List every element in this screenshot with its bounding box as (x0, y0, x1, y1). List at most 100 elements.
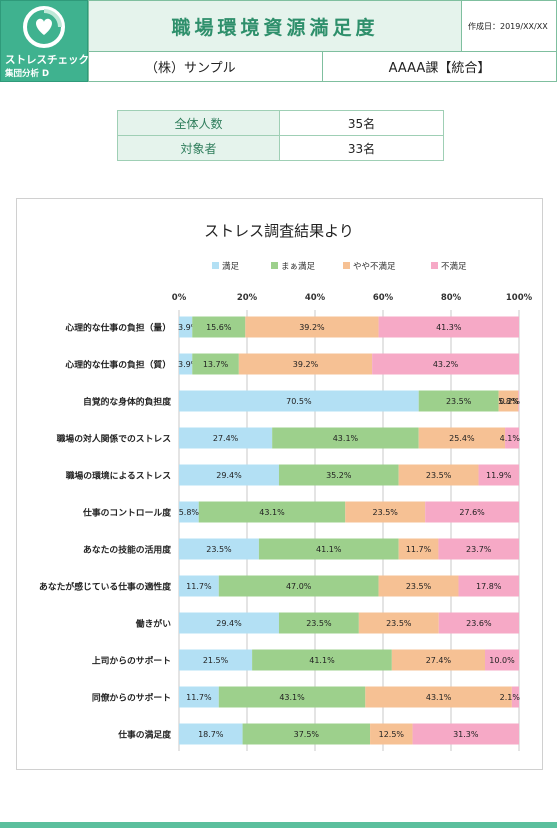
bar-segment (198, 501, 346, 523)
bar-segment (398, 464, 479, 486)
data-label: 23.5% (446, 397, 472, 406)
legend-label: 満足 (222, 262, 240, 272)
data-label: 31.3% (453, 730, 479, 739)
x-tick-label: 60% (373, 293, 394, 303)
report-header: ストレスチェック 集団分析 D 職場環境資源満足度 作成日：2019/XX/XX… (0, 0, 557, 82)
x-tick-label: 20% (237, 293, 258, 303)
bar-segment (370, 723, 413, 745)
bar-segment (192, 353, 239, 375)
chart-panel: ストレス調査結果より満足 まぁ満足 やや不満足 不満足 0% 20% 40% 60% 80% 10… (16, 198, 543, 770)
x-tick-label: 80% (441, 293, 462, 303)
bar-segment (438, 538, 519, 560)
data-label: 27.4% (426, 656, 452, 665)
x-tick-label: 40% (305, 293, 326, 303)
bar-segment (358, 612, 439, 634)
data-label: 23.7% (466, 545, 492, 554)
bar-segment (179, 538, 259, 560)
data-label: 39.2% (293, 360, 319, 369)
legend-label: 不満足 (441, 262, 467, 272)
logo: ストレスチェック 集団分析 D (0, 0, 89, 82)
data-label: 39.2% (299, 323, 325, 332)
department-name: AAAA課【統合】 (323, 52, 557, 82)
bar-segment (372, 353, 519, 375)
data-label: 41.1% (309, 656, 335, 665)
data-label: 11.7% (406, 545, 432, 554)
data-label: 23.5% (372, 508, 398, 517)
data-label: 25.4% (449, 434, 475, 443)
y-category-label: あなたが感じている仕事の適性度 (39, 581, 171, 593)
bar-segment (365, 686, 512, 708)
bar-segment (505, 427, 519, 449)
legend-label: まぁ満足 (281, 262, 316, 272)
bar-segment (418, 427, 506, 449)
logo-name: ストレスチェック (5, 54, 89, 66)
data-label: 11.7% (186, 693, 212, 702)
data-label: 37.5% (294, 730, 320, 739)
bar-segment (245, 316, 379, 338)
bar-segment (378, 316, 519, 338)
page-title-cell: 職場環境資源満足度 (88, 0, 462, 52)
page-title: 職場環境資源満足度 (171, 16, 379, 39)
data-label: 4.1% (500, 434, 521, 443)
data-label: 23.5% (406, 582, 432, 591)
bar-segment (218, 575, 379, 597)
data-label: 21.5% (203, 656, 229, 665)
target-count-value: 33名 (279, 135, 444, 161)
data-label: 5.8% (179, 508, 200, 517)
data-label: 27.4% (213, 434, 239, 443)
total-count-value: 35名 (279, 110, 444, 136)
bar-segment (345, 501, 426, 523)
bar-segment (478, 464, 519, 486)
y-category-label: あなたの技能の活用度 (83, 544, 171, 556)
bar-segment (272, 427, 419, 449)
data-label: 0.2% (500, 397, 521, 406)
heart-logo-icon (23, 6, 65, 48)
data-label: 10.0% (489, 656, 515, 665)
bar-segment (179, 723, 243, 745)
x-tick-label: 0% (172, 293, 187, 303)
legend-swatch (212, 262, 219, 269)
target-count-label: 対象者 (117, 135, 280, 161)
bar-segment (398, 538, 439, 560)
bar-segment (179, 390, 419, 412)
data-label: 13.7% (203, 360, 229, 369)
bar-segment (458, 575, 519, 597)
bar-segment (179, 427, 273, 449)
bar-segment (258, 538, 399, 560)
data-label: 23.5% (206, 545, 232, 554)
logo-subtitle: 集団分析 D (5, 69, 50, 79)
data-label: 2.1% (500, 693, 521, 702)
data-label: 3.9% (178, 360, 199, 369)
y-category-label: 上司からのサポート (92, 655, 171, 667)
legend-swatch (431, 262, 438, 269)
data-label: 47.0% (286, 582, 312, 591)
footer-bar (0, 822, 557, 828)
bar-segment (378, 575, 459, 597)
bar-segment (412, 723, 519, 745)
total-count-label: 全体人数 (117, 110, 280, 136)
data-label: 41.1% (316, 545, 342, 554)
data-label: 29.4% (216, 471, 242, 480)
bar-segment (179, 612, 279, 634)
data-label: 17.8% (476, 582, 502, 591)
data-label: 11.7% (186, 582, 212, 591)
bar-segment (252, 649, 392, 671)
bar-segment (278, 612, 359, 634)
data-label: 35.2% (326, 471, 352, 480)
y-category-label: 仕事の満足度 (117, 729, 171, 741)
bar-segment (511, 686, 519, 708)
y-category-label: 仕事のコントロール度 (82, 507, 171, 519)
bar-segment (179, 649, 253, 671)
chart-title: ストレス調査結果より (204, 222, 354, 240)
data-label: 12.5% (379, 730, 405, 739)
data-label: 43.2% (433, 360, 459, 369)
y-category-label: 自覚的な身体的負担度 (83, 396, 171, 408)
data-label: 29.4% (216, 619, 242, 628)
bar-segment (179, 575, 219, 597)
data-label: 15.6% (206, 323, 232, 332)
legend-label: やや不満足 (353, 262, 396, 272)
data-label: 23.5% (306, 619, 332, 628)
bar-segment (179, 686, 219, 708)
data-label: 23.6% (466, 619, 492, 628)
